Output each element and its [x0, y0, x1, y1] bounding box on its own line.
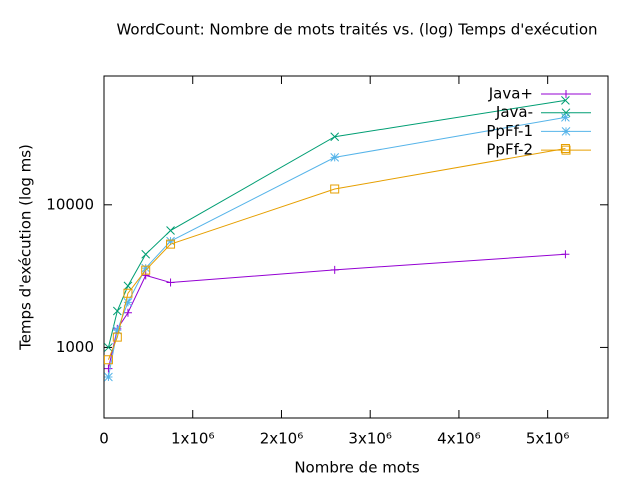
marker — [123, 281, 133, 291]
legend-label: PpFf-1 — [486, 122, 533, 140]
marker — [330, 132, 340, 142]
marker — [166, 239, 176, 249]
marker — [112, 332, 122, 342]
x-tick-label: 5x10⁶ — [526, 430, 570, 448]
marker — [104, 364, 113, 373]
marker — [166, 236, 175, 246]
marker — [330, 184, 340, 194]
marker — [330, 153, 340, 162]
chart-title: WordCount: Nombre de mots traités vs. (l… — [116, 21, 597, 39]
x-tick-label: 1x10⁶ — [171, 430, 215, 448]
marker — [141, 249, 151, 259]
x-tick-label: 3x10⁶ — [348, 430, 392, 448]
marker — [112, 325, 122, 335]
x-tick-label: 0 — [99, 430, 109, 448]
marker — [561, 250, 570, 259]
y-axis-label: Temps d'exécution (log ms) — [17, 144, 35, 351]
y-tick-label: 1000 — [56, 338, 94, 356]
marker — [141, 263, 151, 273]
x-tick-label: 2x10⁶ — [260, 430, 304, 448]
marker — [141, 271, 150, 280]
marker — [141, 265, 151, 275]
marker — [123, 308, 132, 317]
marker — [104, 372, 113, 382]
plot-border — [103, 75, 609, 419]
legend-marker — [561, 145, 571, 155]
legend-marker — [561, 127, 571, 136]
marker — [561, 113, 570, 122]
marker — [166, 278, 175, 287]
legend-label: PpFf-2 — [486, 141, 533, 159]
legend-label: Java+ — [488, 85, 533, 103]
marker — [104, 343, 113, 352]
x-tick-label: 4x10⁶ — [437, 430, 481, 448]
marker — [166, 226, 175, 235]
series-line — [107, 253, 566, 369]
marker — [123, 288, 133, 298]
marker — [561, 95, 570, 105]
series-line — [107, 148, 566, 360]
y-tick-label: 10000 — [46, 195, 94, 213]
marker — [103, 355, 113, 365]
legend-marker — [562, 90, 570, 98]
marker — [112, 306, 122, 316]
marker — [123, 298, 133, 307]
x-axis-label: Nombre de mots — [294, 459, 420, 477]
legend-label: Java- — [495, 103, 533, 121]
marker — [330, 265, 339, 274]
